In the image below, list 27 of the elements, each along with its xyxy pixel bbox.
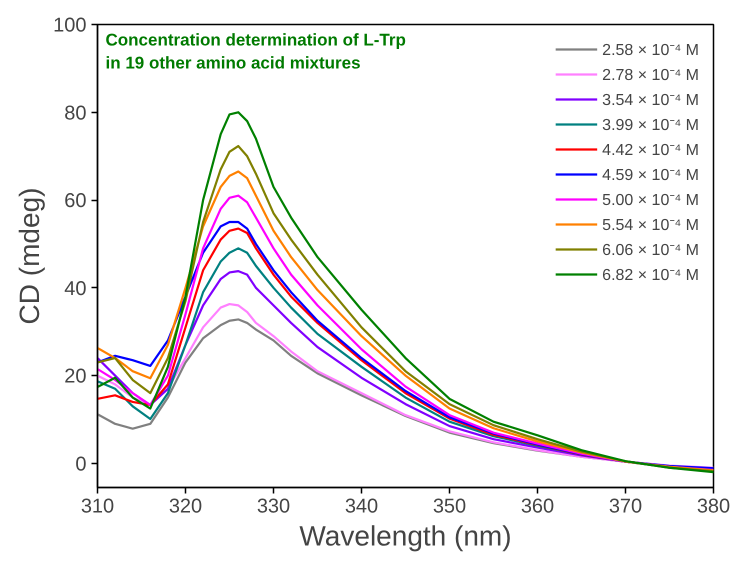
x-tick-label: 360 [520, 496, 554, 518]
legend-label: 3.99 × 10⁻⁴ M [602, 116, 699, 135]
y-tick-label: 100 [53, 14, 87, 36]
legend-label: 5.00 × 10⁻⁴ M [602, 191, 699, 210]
y-tick-label: 40 [64, 278, 87, 300]
x-axis-title: Wavelength (nm) [299, 520, 512, 552]
legend-label: 6.82 × 10⁻⁴ M [602, 266, 699, 285]
legend-label: 2.58 × 10⁻⁴ M [602, 41, 699, 60]
y-tick-label: 0 [75, 453, 86, 476]
legend-label: 6.06 × 10⁻⁴ M [602, 241, 699, 260]
x-tick-label: 380 [696, 496, 730, 518]
y-axis-title: CD (mdeg) [14, 188, 46, 324]
x-tick-label: 310 [80, 496, 114, 518]
y-tick-label: 20 [64, 366, 87, 388]
y-tick-label: 80 [64, 102, 87, 124]
text: Concentration determination of L-Trp in 19 other amino acid mixtures [106, 30, 406, 72]
x-tick-label: 320 [168, 496, 202, 518]
legend-label: 3.54 × 10⁻⁴ M [602, 91, 699, 110]
x-tick-label: 370 [608, 496, 642, 518]
legend-label: 5.54 × 10⁻⁴ M [602, 216, 699, 235]
legend-label: 4.42 × 10⁻⁴ M [602, 141, 699, 160]
legend-label: 2.78 × 10⁻⁴ M [602, 66, 699, 85]
x-tick-label: 350 [432, 496, 466, 518]
x-tick-label: 330 [256, 496, 290, 518]
legend-label: 4.59 × 10⁻⁴ M [602, 166, 699, 185]
y-tick-label: 60 [64, 190, 87, 212]
x-tick-label: 340 [344, 496, 378, 518]
